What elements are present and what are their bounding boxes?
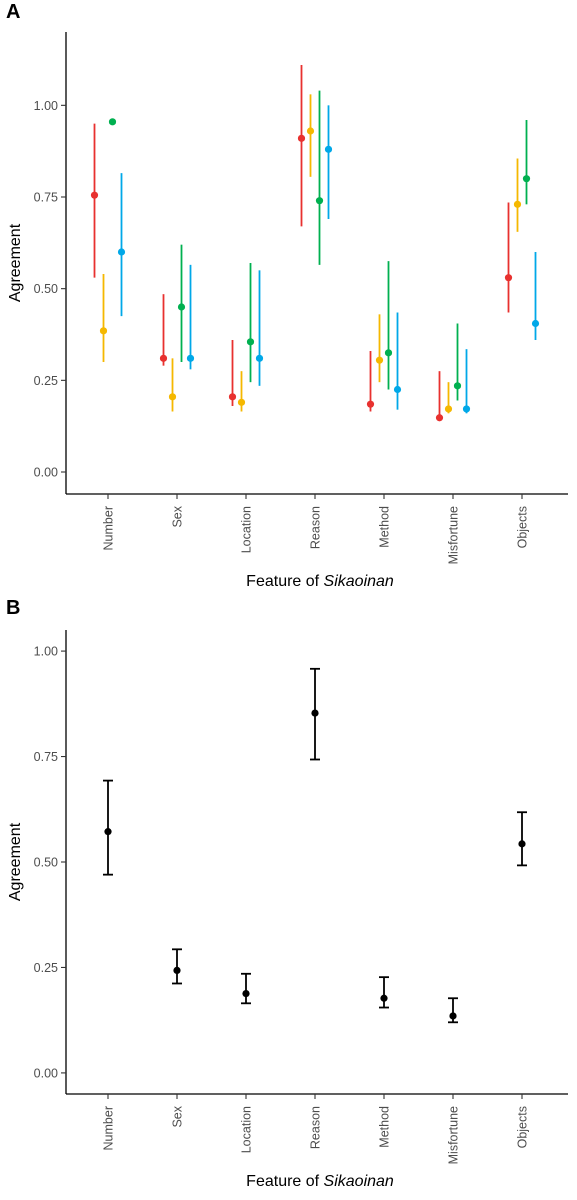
data-point bbox=[518, 840, 526, 848]
x-tick-label: Location bbox=[240, 506, 254, 553]
y-tick-label: 0.75 bbox=[34, 750, 58, 764]
x-tick-label: Number bbox=[102, 1106, 116, 1150]
data-point bbox=[186, 354, 195, 362]
y-tick-label: 0.00 bbox=[34, 1066, 58, 1080]
data-point bbox=[306, 127, 315, 135]
x-tick-label: Method bbox=[378, 1106, 392, 1148]
y-tick-label: 0.00 bbox=[34, 466, 58, 480]
x-ticks: Number Sex Location Reason Method Misfortune O… bbox=[102, 1094, 530, 1164]
x-axis-title-prefix: Feature of bbox=[246, 1173, 323, 1190]
x-axis-title-italic: Sikaoinan bbox=[324, 573, 394, 590]
data-point bbox=[108, 118, 117, 126]
x-tick-label: Method bbox=[378, 506, 392, 548]
y-axis-title: Agreement bbox=[7, 822, 24, 901]
data-point bbox=[384, 349, 393, 357]
data-point bbox=[393, 385, 402, 394]
y-tick-label: 0.25 bbox=[34, 961, 58, 975]
error-bars bbox=[103, 667, 527, 1024]
y-ticks: 0.00 0.25 0.50 0.75 1.00 bbox=[34, 99, 66, 480]
data-point bbox=[242, 990, 250, 998]
y-tick-label: 1.00 bbox=[34, 99, 58, 113]
data-point bbox=[513, 200, 522, 208]
data-point bbox=[90, 191, 99, 199]
y-tick-label: 0.75 bbox=[34, 191, 58, 205]
panel-label: B bbox=[6, 597, 20, 619]
x-tick-label: Number bbox=[102, 506, 116, 550]
data-point bbox=[504, 274, 513, 282]
y-tick-label: 1.00 bbox=[34, 645, 58, 659]
x-axis-title: Feature of Sikaoinan bbox=[246, 573, 394, 590]
error-bars bbox=[90, 65, 540, 422]
data-point bbox=[297, 134, 306, 142]
x-tick-label: Objects bbox=[516, 1106, 530, 1148]
data-point bbox=[366, 400, 375, 408]
data-point bbox=[104, 828, 112, 836]
x-tick-label: Objects bbox=[516, 506, 530, 548]
data-point bbox=[324, 145, 333, 153]
data-point bbox=[159, 354, 168, 362]
data-point bbox=[453, 382, 462, 390]
data-point bbox=[173, 966, 181, 975]
x-tick-label: Misfortune bbox=[447, 506, 461, 564]
x-tick-label: Location bbox=[240, 1106, 254, 1153]
data-point bbox=[462, 405, 471, 413]
y-tick-label: 0.25 bbox=[34, 374, 58, 388]
panel-b: B 0.00 0.25 0.50 0.75 1.00 Number Sex Location… bbox=[6, 597, 568, 1190]
x-axis-title-italic: Sikaoinan bbox=[324, 1173, 394, 1190]
data-point bbox=[315, 197, 324, 205]
data-point bbox=[117, 248, 126, 256]
panel-label: A bbox=[6, 1, 20, 23]
data-point bbox=[228, 393, 237, 401]
data-point bbox=[99, 327, 108, 335]
x-axis-title-prefix: Feature of bbox=[246, 573, 323, 590]
data-point bbox=[246, 338, 255, 346]
data-point bbox=[255, 354, 264, 362]
data-point bbox=[531, 319, 540, 328]
y-ticks: 0.00 0.25 0.50 0.75 1.00 bbox=[34, 645, 66, 1080]
y-tick-label: 0.50 bbox=[34, 856, 58, 870]
data-point bbox=[449, 1012, 457, 1020]
x-tick-label: Reason bbox=[309, 506, 323, 549]
x-axis-title: Feature of Sikaoinan bbox=[246, 1173, 394, 1190]
data-point bbox=[380, 994, 388, 1002]
y-axis-title: Agreement bbox=[7, 223, 24, 302]
data-point bbox=[444, 405, 453, 413]
data-point bbox=[311, 709, 319, 717]
data-point bbox=[435, 414, 444, 422]
y-tick-label: 0.50 bbox=[34, 282, 58, 296]
x-tick-label: Reason bbox=[309, 1106, 323, 1149]
data-point bbox=[177, 303, 186, 311]
x-tick-label: Sex bbox=[171, 1105, 185, 1127]
x-tick-label: Misfortune bbox=[447, 1106, 461, 1164]
data-point bbox=[168, 393, 177, 401]
data-point bbox=[237, 398, 246, 406]
x-tick-label: Sex bbox=[171, 505, 185, 527]
data-point bbox=[522, 175, 531, 183]
data-point bbox=[375, 356, 384, 364]
x-ticks: Number Sex Location Reason Method Misfortune O… bbox=[102, 494, 530, 564]
panel-a: A 0.00 0.25 0.50 0.75 1.00 Number Sex Location… bbox=[6, 1, 568, 590]
